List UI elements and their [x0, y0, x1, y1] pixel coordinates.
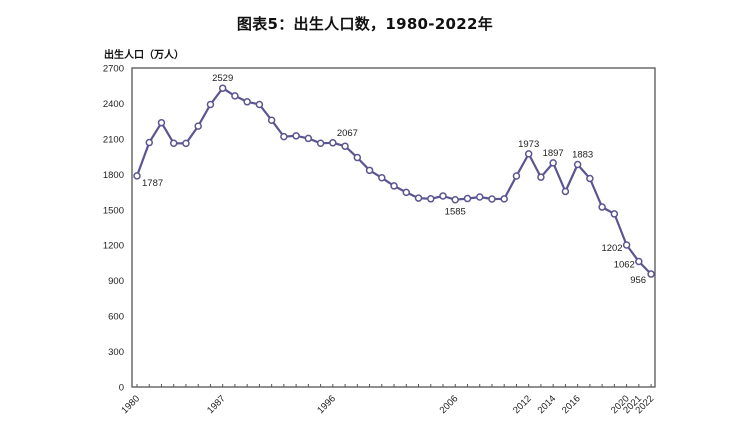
x-tick-label: 1987 — [205, 393, 228, 416]
x-tick-label: 1980 — [119, 393, 142, 416]
data-label: 1062 — [614, 260, 635, 271]
data-point-marker — [427, 195, 435, 203]
data-point-marker — [549, 159, 557, 167]
data-point-marker — [206, 100, 215, 109]
data-point-marker — [537, 173, 545, 181]
data-point-marker — [157, 118, 166, 127]
data-point-marker — [365, 166, 374, 175]
data-point-marker — [329, 139, 337, 147]
data-label: 2067 — [337, 128, 358, 139]
x-tick-label: 2012 — [511, 393, 534, 416]
data-point-marker — [316, 139, 325, 148]
data-point-marker — [647, 270, 655, 278]
x-tick-label: 2014 — [536, 393, 559, 416]
data-point-marker — [145, 138, 153, 147]
data-point-marker — [573, 160, 582, 169]
data-label: 2529 — [212, 73, 233, 84]
data-point-marker — [402, 188, 411, 197]
data-point-marker — [255, 100, 264, 109]
y-tick-label: 2100 — [103, 134, 124, 145]
data-point-marker — [414, 194, 423, 202]
data-point-marker — [231, 92, 239, 100]
y-tick-label: 1800 — [103, 170, 124, 181]
data-label: 1897 — [543, 148, 564, 159]
plot-frame — [131, 67, 656, 388]
y-tick-label: 300 — [108, 347, 124, 358]
y-tick-label: 0 — [119, 383, 124, 394]
data-point-marker — [243, 98, 251, 106]
y-tick-label: 1200 — [103, 241, 124, 252]
x-tick-label: 2016 — [560, 393, 583, 416]
data-point-marker — [586, 174, 594, 183]
data-point-marker — [280, 132, 288, 141]
data-point-marker — [292, 132, 300, 140]
data-point-marker — [169, 139, 178, 148]
data-point-marker — [488, 195, 496, 203]
y-tick-label: 2400 — [103, 99, 124, 110]
series-line — [135, 87, 652, 275]
data-label: 1973 — [518, 139, 539, 150]
data-point-marker — [500, 195, 508, 203]
data-point-marker — [451, 195, 459, 204]
data-labels: 1787 2529 2067 1585 1973 1897 1883 1202 1062 956 — [142, 73, 646, 286]
data-point-marker — [218, 84, 227, 92]
y-tick-label: 900 — [108, 276, 124, 287]
data-point-marker — [304, 134, 313, 143]
data-point-marker — [267, 116, 276, 124]
y-axis-title: 出生人口（万人） — [104, 50, 184, 61]
data-point-marker — [194, 122, 202, 130]
data-point-marker — [182, 139, 190, 148]
data-point-marker — [598, 203, 606, 211]
data-point-marker — [622, 241, 631, 249]
x-tick-label: 1996 — [315, 393, 338, 416]
data-point-marker — [353, 153, 362, 162]
plot-area-border — [131, 67, 656, 388]
data-point-marker — [341, 142, 349, 150]
data-point-marker — [635, 257, 643, 266]
data-point-marker — [512, 172, 521, 180]
data-point-marker — [390, 182, 398, 190]
data-label: 1787 — [142, 178, 163, 189]
data-point-marker — [463, 194, 472, 203]
chart-title: 图表5：出生人口数，1980-2022年 — [236, 15, 494, 33]
y-tick-label: 2700 — [103, 64, 124, 75]
data-point-marker — [378, 174, 386, 182]
data-point-marker — [475, 193, 484, 201]
y-tick-label: 1500 — [103, 205, 124, 216]
y-axis: 0 300 600 900 1200 1500 1800 2100 2400 2700 — [103, 64, 124, 394]
data-point-marker — [610, 210, 619, 218]
data-point-marker — [524, 150, 533, 158]
y-tick-label: 600 — [108, 312, 124, 323]
data-point-marker — [561, 187, 570, 196]
x-tick-label: 2006 — [438, 393, 461, 416]
data-series — [133, 84, 655, 278]
data-label: 1883 — [572, 150, 593, 161]
data-point-marker — [439, 192, 447, 200]
data-label: 1585 — [445, 207, 466, 218]
data-label: 956 — [630, 275, 646, 286]
data-label: 1202 — [601, 243, 622, 254]
data-point-marker — [133, 172, 141, 180]
